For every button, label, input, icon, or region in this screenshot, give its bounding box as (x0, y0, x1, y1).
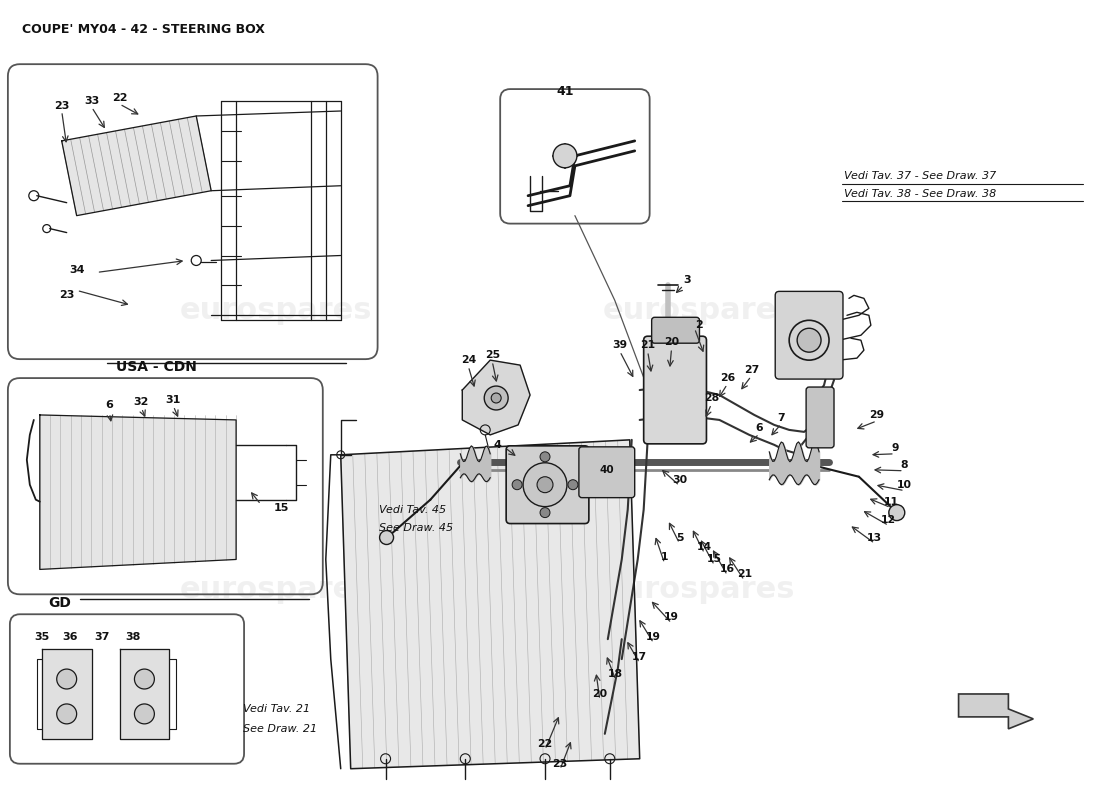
Text: 38: 38 (125, 632, 141, 642)
Text: 14: 14 (697, 542, 712, 553)
Text: 12: 12 (881, 514, 896, 525)
Text: 22: 22 (112, 93, 128, 103)
Text: 23: 23 (54, 101, 69, 111)
Text: 23: 23 (59, 290, 75, 300)
Text: GD: GD (48, 596, 72, 610)
Text: 13: 13 (867, 533, 882, 542)
Text: 29: 29 (869, 410, 884, 420)
Text: See Draw. 45: See Draw. 45 (378, 522, 453, 533)
Text: 27: 27 (744, 365, 759, 375)
Text: 39: 39 (613, 340, 627, 350)
Text: 21: 21 (640, 340, 656, 350)
Text: 17: 17 (632, 652, 647, 662)
FancyBboxPatch shape (651, 318, 700, 343)
Text: COUPE' MY04 - 42 - STEERING BOX: COUPE' MY04 - 42 - STEERING BOX (22, 23, 265, 36)
Circle shape (889, 505, 905, 521)
Text: 15: 15 (273, 502, 288, 513)
Text: 16: 16 (719, 565, 735, 574)
Text: 20: 20 (664, 338, 679, 347)
Circle shape (524, 462, 567, 506)
Text: 21: 21 (737, 570, 752, 579)
FancyBboxPatch shape (806, 387, 834, 448)
Text: 28: 28 (704, 393, 719, 403)
Text: 26: 26 (719, 373, 735, 383)
Polygon shape (958, 694, 1033, 729)
Text: 34: 34 (69, 266, 85, 275)
Polygon shape (120, 649, 169, 739)
Text: 41: 41 (557, 85, 574, 98)
Text: 6: 6 (756, 423, 763, 433)
Text: 1: 1 (661, 553, 669, 562)
Circle shape (537, 477, 553, 493)
Text: eurospares: eurospares (179, 296, 372, 325)
Text: 37: 37 (94, 632, 109, 642)
Circle shape (492, 393, 502, 403)
Text: 9: 9 (891, 443, 899, 453)
Text: 5: 5 (675, 533, 683, 542)
Polygon shape (40, 415, 236, 570)
Text: 4: 4 (493, 440, 502, 450)
Circle shape (540, 508, 550, 518)
Text: 40: 40 (600, 465, 614, 474)
Circle shape (507, 447, 583, 522)
Polygon shape (62, 116, 211, 216)
Text: 8: 8 (900, 460, 908, 470)
Circle shape (379, 530, 394, 545)
Polygon shape (341, 440, 640, 769)
Text: 18: 18 (608, 669, 624, 679)
Polygon shape (42, 649, 91, 739)
Text: 19: 19 (646, 632, 661, 642)
Polygon shape (462, 360, 530, 435)
Text: 2: 2 (695, 320, 703, 330)
Text: 6: 6 (106, 400, 113, 410)
Circle shape (134, 704, 154, 724)
Text: 33: 33 (84, 96, 99, 106)
Text: eurospares: eurospares (603, 575, 795, 604)
Text: Vedi Tav. 38 - See Draw. 38: Vedi Tav. 38 - See Draw. 38 (844, 189, 997, 198)
Text: 11: 11 (883, 497, 899, 506)
Text: 31: 31 (166, 395, 182, 405)
Circle shape (484, 386, 508, 410)
Text: 19: 19 (664, 612, 679, 622)
Text: 22: 22 (538, 739, 552, 749)
Text: Vedi Tav. 45: Vedi Tav. 45 (378, 505, 446, 514)
FancyBboxPatch shape (644, 336, 706, 444)
Text: USA - CDN: USA - CDN (116, 360, 197, 374)
Text: 20: 20 (592, 689, 607, 699)
Circle shape (553, 144, 576, 168)
Text: 3: 3 (684, 275, 691, 286)
Text: 30: 30 (672, 474, 688, 485)
Circle shape (568, 480, 578, 490)
Circle shape (798, 328, 821, 352)
Text: eurospares: eurospares (179, 575, 372, 604)
Text: 7: 7 (778, 413, 785, 423)
Text: 36: 36 (62, 632, 77, 642)
Circle shape (57, 704, 77, 724)
FancyBboxPatch shape (579, 447, 635, 498)
Text: eurospares: eurospares (603, 296, 795, 325)
Text: 24: 24 (461, 355, 476, 365)
Text: Vedi Tav. 37 - See Draw. 37: Vedi Tav. 37 - See Draw. 37 (844, 170, 997, 181)
FancyBboxPatch shape (776, 291, 843, 379)
FancyBboxPatch shape (506, 446, 588, 523)
Text: 32: 32 (134, 397, 150, 407)
Circle shape (540, 452, 550, 462)
Text: 15: 15 (707, 554, 722, 565)
Circle shape (513, 480, 522, 490)
Circle shape (57, 669, 77, 689)
Text: 23: 23 (552, 758, 568, 769)
Text: See Draw. 21: See Draw. 21 (243, 724, 317, 734)
Text: 35: 35 (34, 632, 50, 642)
Circle shape (134, 669, 154, 689)
Text: 10: 10 (898, 480, 912, 490)
Text: 25: 25 (485, 350, 499, 360)
Text: Vedi Tav. 21: Vedi Tav. 21 (243, 704, 310, 714)
